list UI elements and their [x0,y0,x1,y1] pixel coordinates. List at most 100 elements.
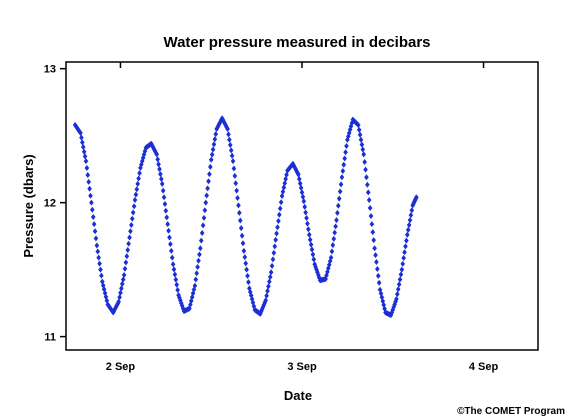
data-point [374,259,379,266]
data-point [404,231,410,238]
data-point [162,200,168,207]
data-point [86,178,91,185]
data-point [79,134,84,141]
data-point [160,187,166,194]
data-point [87,185,92,192]
data-point [349,119,355,126]
data-point [172,271,178,278]
data-point [163,207,169,214]
data-point [158,171,163,178]
data-point [126,240,131,247]
data-point [241,247,247,254]
data-point [364,174,369,181]
data-point [309,246,315,253]
data-point [205,185,210,192]
data-point [334,217,339,224]
data-point [399,266,405,273]
data-point [273,236,278,243]
data-point [315,269,320,276]
data-point [338,181,344,188]
data-point [395,286,401,293]
data-point [341,161,347,168]
data-point [138,164,143,171]
data-point [234,187,239,194]
data-point [268,269,274,276]
data-point [355,121,361,128]
data-point [327,258,333,265]
data-point [269,262,275,269]
data-point [368,213,374,220]
data-point [124,253,130,260]
data-point [277,211,282,218]
data-point [94,242,100,249]
data-point [414,194,419,201]
data-point [127,234,132,241]
plot-frame [65,61,539,351]
data-point [361,151,367,158]
data-point [300,193,306,200]
y-tick-label: 13 [44,64,56,76]
data-point [169,254,175,261]
data-point [116,298,121,305]
y-tick-label: 12 [44,198,56,210]
data-point [371,237,377,244]
data-point [394,296,399,303]
data-point [366,196,372,203]
data-point [120,276,126,283]
data-point [131,203,137,210]
data-point [362,159,367,166]
data-point [301,198,307,205]
data-point [390,306,396,313]
data-point [177,294,182,301]
data-point [303,209,308,216]
data-point [168,241,173,248]
data-point [249,296,255,303]
y-axis-label: Pressure (dbars) [21,154,36,257]
data-point [211,141,217,148]
data-point [178,300,184,307]
data-point [192,282,198,289]
data-point [236,202,241,209]
data-point [263,297,268,304]
data-point [336,195,342,202]
data-point [373,252,378,259]
data-point [284,171,289,178]
data-point [367,205,373,212]
data-point [272,243,278,250]
data-point [156,161,161,168]
data-point [91,221,97,228]
data-point [365,189,371,196]
data-point [335,209,340,216]
data-point [243,260,249,267]
data-point [159,180,165,187]
credit-text: ©The COMET Program [457,406,565,417]
data-point [175,286,180,293]
data-point [325,268,330,275]
data-point [197,251,202,258]
data-point [125,246,131,253]
data-point [340,167,346,174]
data-point [230,158,236,165]
data-point [375,272,381,279]
data-point [119,280,125,287]
data-point [161,194,167,201]
data-point [193,276,199,283]
data-point [141,151,147,158]
data-point [130,209,136,216]
data-point [238,225,244,232]
data-point [396,281,402,288]
data-point [331,235,337,242]
data-point [348,123,354,130]
data-point [265,288,270,295]
data-point [404,237,409,244]
data-point [359,141,365,148]
data-point [89,199,94,206]
data-point [164,214,170,221]
data-point [132,196,138,203]
data-point [342,155,347,162]
data-point [330,242,336,249]
data-point [165,221,170,228]
data-point [270,256,276,263]
data-point [97,260,102,267]
